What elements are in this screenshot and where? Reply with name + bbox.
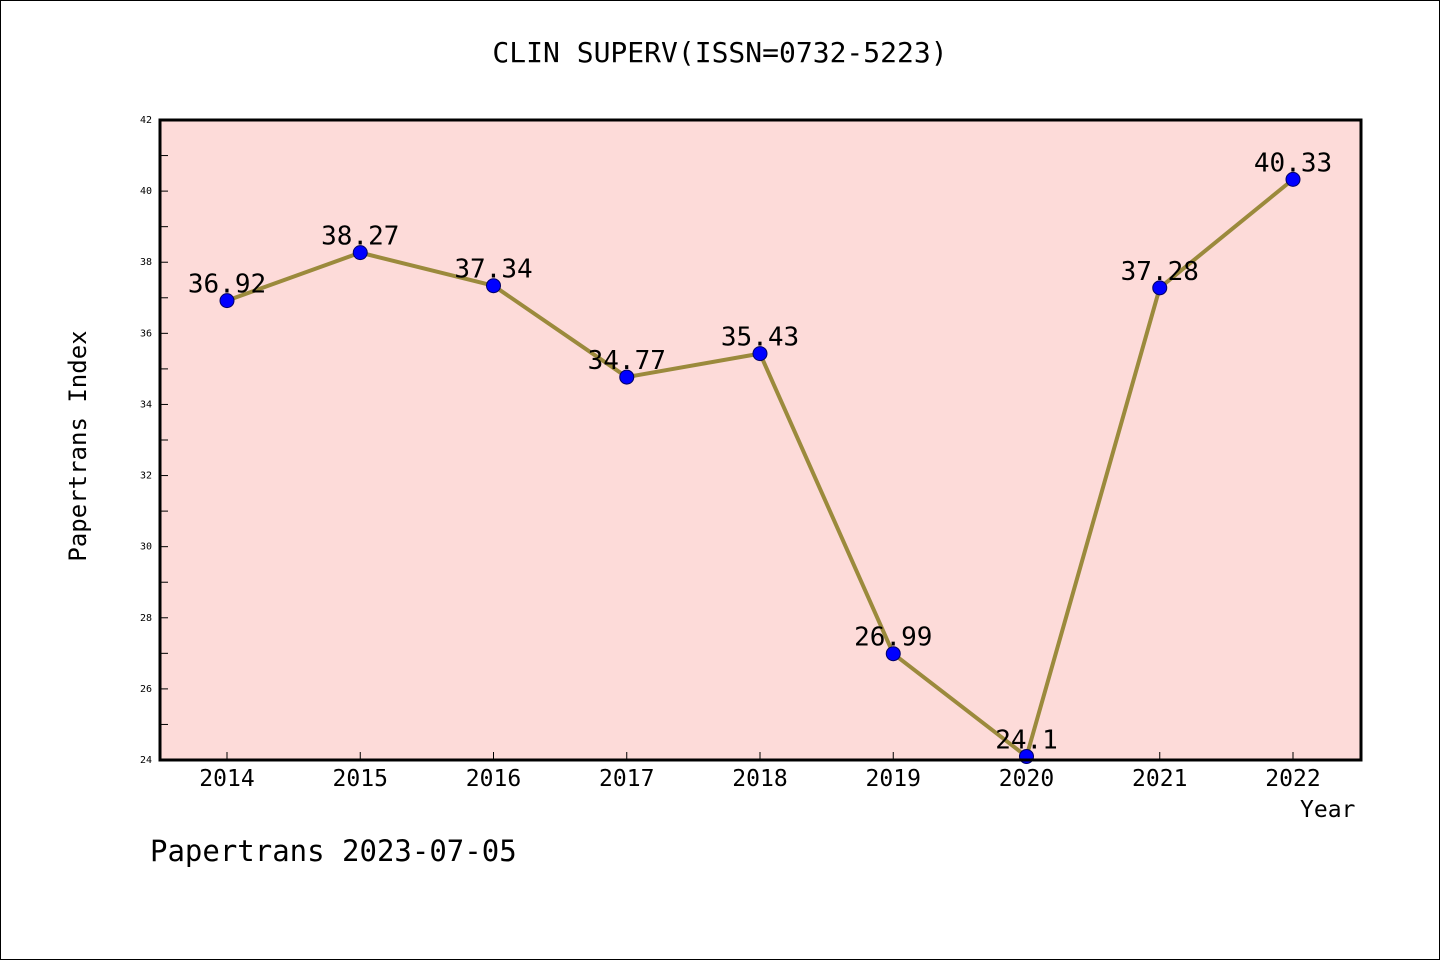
data-label: 40.33 — [1254, 148, 1332, 178]
y-tick-label: 32 — [140, 471, 152, 482]
data-point-marker — [219, 293, 235, 309]
y-tick-label: 38 — [140, 257, 152, 268]
data-point-marker — [352, 245, 368, 261]
data-label: 36.92 — [188, 270, 266, 300]
chart-title: CLIN SUPERV(ISSN=0732-5223) — [492, 36, 948, 69]
data-label: 24.1 — [995, 725, 1058, 755]
y-tick-label: 36 — [140, 328, 152, 339]
x-tick-label: 2017 — [599, 766, 654, 792]
data-label: 26.99 — [854, 623, 932, 653]
data-label: 35.43 — [721, 323, 799, 353]
y-tick-label: 30 — [140, 542, 152, 553]
data-label: 37.28 — [1121, 257, 1199, 287]
data-point-marker — [619, 369, 635, 385]
plot-area — [160, 120, 1361, 760]
y-tick-label: 24 — [140, 755, 152, 766]
x-tick-label: 2014 — [199, 766, 254, 792]
y-tick-label: 28 — [140, 613, 152, 624]
x-tick-label: 2022 — [1265, 766, 1320, 792]
y-tick-label: 34 — [140, 399, 152, 410]
data-point-marker — [1285, 171, 1301, 187]
data-point-marker — [752, 346, 768, 362]
x-tick-label: 2015 — [333, 766, 388, 792]
footer-date-text: Papertrans 2023-07-05 — [150, 834, 517, 868]
y-tick-label: 26 — [140, 684, 152, 695]
data-label: 38.27 — [321, 222, 399, 252]
data-label: 37.34 — [454, 255, 532, 285]
y-tick-label: 42 — [140, 115, 152, 126]
x-tick-label: 2018 — [732, 766, 787, 792]
x-tick-label: 2020 — [999, 766, 1054, 792]
x-tick-label: 2019 — [866, 766, 921, 792]
data-point-marker — [885, 646, 901, 662]
plot-border — [158, 118, 1363, 762]
data-label: 34.77 — [588, 346, 666, 376]
data-point-marker — [1152, 280, 1168, 296]
x-tick-label: 2021 — [1132, 766, 1187, 792]
x-tick-label: 2016 — [466, 766, 521, 792]
data-point-marker — [486, 278, 501, 294]
x-axis-label: Year — [1300, 797, 1356, 823]
y-tick-label: 40 — [140, 186, 152, 197]
